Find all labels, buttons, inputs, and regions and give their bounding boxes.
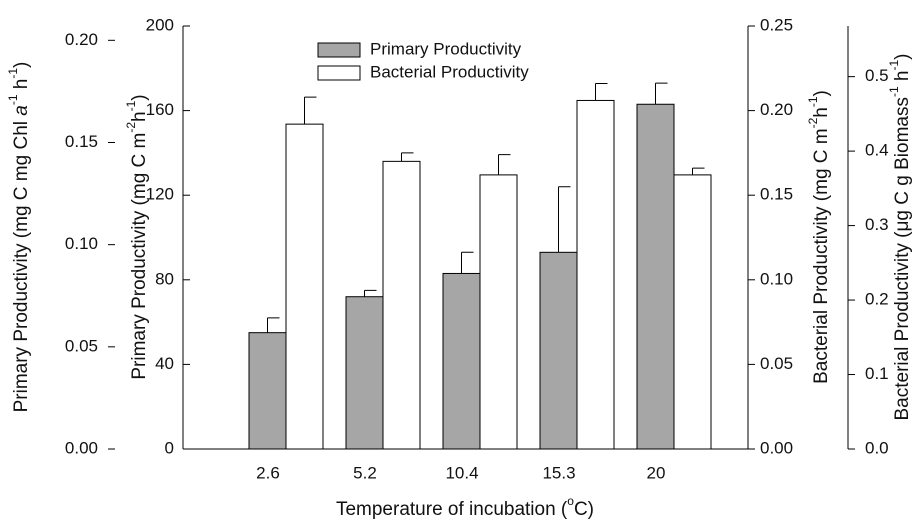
y2-title-part: ): [811, 90, 832, 96]
tick-label: 0.10: [65, 234, 98, 253]
tick-label: 200: [146, 15, 174, 34]
y-title-part: Primary Productivity (mg C m: [129, 133, 150, 380]
tick-label: 0.15: [65, 132, 98, 151]
tick-label: 0.10: [760, 269, 793, 288]
bar: [382, 160, 421, 450]
x-title-part: Temperature of incubation (: [336, 499, 568, 520]
tick-label: 0.25: [760, 15, 793, 34]
error-bar: [655, 82, 668, 105]
extra-right-axis-title: Bacterial Productivity (μg C g Biomass-1…: [887, 53, 913, 420]
x-tick-label: 10.4: [445, 463, 478, 482]
title-part: ): [11, 62, 32, 68]
tick-label: 0.1: [865, 364, 889, 383]
x-title-part: C): [574, 499, 594, 520]
tick-label: 0.20: [760, 100, 793, 119]
y-axis-title: Primary Productivity (mg C m-2h-1): [124, 94, 150, 379]
tick-label: 0.2: [865, 290, 889, 309]
legend-swatch: [317, 42, 361, 58]
error-bar: [461, 251, 474, 274]
x-tick-label: 15.3: [542, 463, 575, 482]
y2-title-part: Bacterial Productivity (mg C m: [811, 128, 832, 384]
title-part: g C g Biomass: [892, 97, 913, 221]
legend-label: Primary Productivity: [370, 39, 522, 58]
bar: [248, 332, 287, 450]
y2-title-sup: -1: [806, 96, 820, 107]
tick-label: 0.5: [865, 66, 889, 85]
error-bar: [692, 167, 705, 175]
y-title-part: h: [129, 111, 150, 122]
tick-label: 0.05: [760, 354, 793, 373]
error-bar: [401, 152, 414, 162]
error-bar: [498, 154, 511, 175]
bar: [673, 174, 712, 450]
bar: [479, 174, 518, 450]
extra-left-axis-title: Primary Productivity (mg C mg Chl a-1 h-…: [6, 62, 32, 413]
bar: [285, 123, 324, 450]
title-sup: -1: [887, 86, 901, 97]
tick-label: 0.00: [760, 438, 793, 457]
title-part: Primary Productivity (mg C mg Chl: [11, 116, 32, 413]
error-bar: [304, 96, 317, 125]
error-bar: [558, 186, 571, 253]
tick-label: 0: [165, 438, 174, 457]
y-title-sup: -1: [124, 100, 138, 111]
y-title-sup: -2: [124, 122, 138, 133]
y2-title-sup: -2: [806, 117, 820, 128]
x-tick-label: 5.2: [353, 463, 377, 482]
tick-label: 0.20: [65, 30, 98, 49]
title-sup: -1: [887, 59, 901, 70]
title-part: μ: [892, 221, 913, 232]
tick-label: 0.00: [65, 438, 98, 457]
tick-label: 40: [155, 354, 174, 373]
title-sup: -1: [6, 94, 20, 105]
bar: [539, 251, 578, 450]
title-part: h: [892, 70, 913, 86]
title-part: a: [11, 105, 32, 116]
error-bar: [364, 289, 377, 297]
bar: [636, 103, 675, 450]
x-tick-label: 2.6: [256, 463, 280, 482]
bar: [576, 99, 615, 450]
title-part: Bacterial Productivity (: [892, 231, 913, 421]
y2-title-part: h: [811, 107, 832, 118]
error-bar: [595, 83, 608, 101]
error-bar: [267, 317, 280, 333]
title-sup: -1: [6, 68, 20, 79]
tick-label: 0.05: [65, 336, 98, 355]
title-part: ): [892, 53, 913, 59]
x-tick-label: 20: [647, 463, 666, 482]
x-axis-title: Temperature of incubation (oC): [336, 494, 594, 520]
tick-label: 0.3: [865, 215, 889, 234]
y2-axis-title: Bacterial Productivity (mg C m-2h-1): [806, 90, 832, 384]
tick-label: 0.0: [865, 438, 889, 457]
tick-label: 0.15: [760, 185, 793, 204]
tick-label: 120: [146, 185, 174, 204]
title-part: h: [11, 79, 32, 95]
x-title-sup: o: [567, 494, 574, 508]
bar: [442, 272, 481, 450]
tick-label: 160: [146, 100, 174, 119]
legend-swatch: [317, 65, 361, 81]
tick-label: 80: [155, 269, 174, 288]
bar: [345, 296, 384, 450]
y-title-part: ): [129, 94, 150, 100]
legend-label: Bacterial Productivity: [370, 62, 529, 81]
tick-label: 0.4: [865, 141, 889, 160]
